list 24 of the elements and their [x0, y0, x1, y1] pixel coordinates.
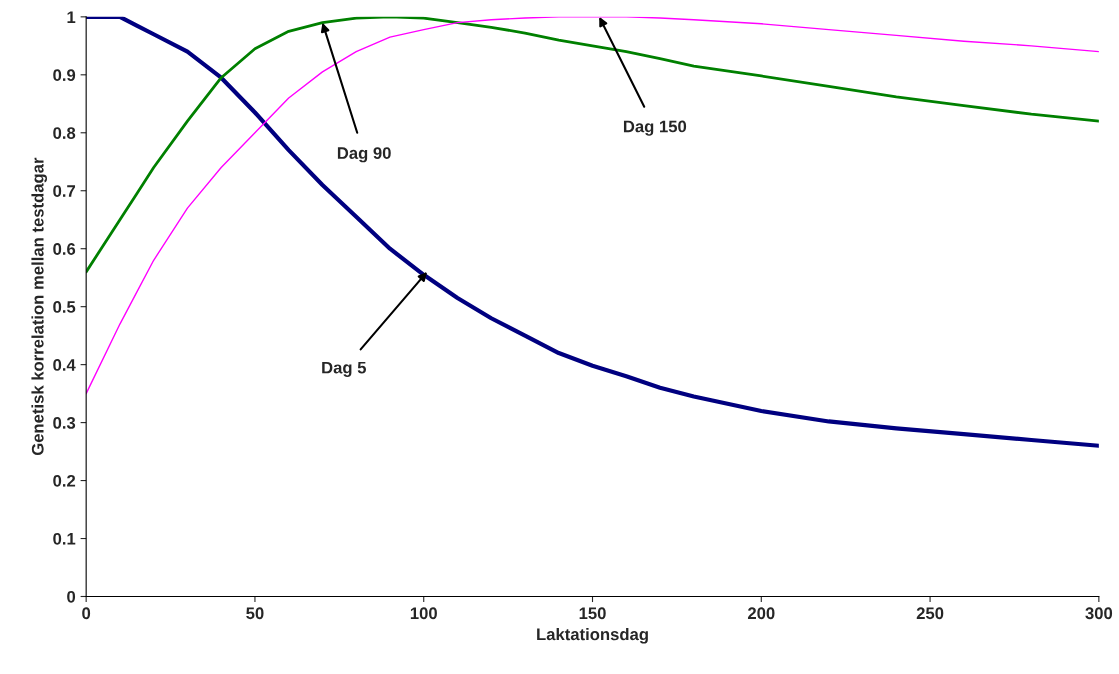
x-tick-label: 300 — [1085, 607, 1113, 620]
y-tick-label: 0.9 — [53, 69, 76, 82]
x-tick-label: 250 — [916, 607, 944, 620]
x-axis-title: Laktationsdag — [537, 628, 648, 644]
y-tick-label: 0.3 — [53, 417, 76, 429]
y-tick-label: 0.1 — [53, 532, 76, 545]
annotation: Dag 150 — [623, 120, 687, 136]
x-tick-label: 200 — [747, 607, 775, 620]
y-tick-label: 0.2 — [53, 474, 76, 487]
y-tick-label: 0.6 — [53, 243, 76, 255]
y-tick-label: 0.4 — [53, 359, 76, 371]
x-tick-label: 150 — [579, 607, 606, 620]
y-tick-label: 1 — [67, 11, 76, 23]
annotation: Dag 90 — [337, 147, 391, 163]
x-tick-label: 100 — [410, 607, 437, 620]
y-axis-title: Genetisk korrelation mellan testdagar — [31, 157, 48, 456]
y-tick-label: 0.8 — [53, 127, 76, 139]
line-series — [86, 16, 1099, 274]
y-tick-label: 0.7 — [53, 185, 76, 197]
x-tick-label: 50 — [246, 607, 264, 620]
y-tick-label: 0 — [67, 590, 76, 603]
x-tick-label: 0 — [82, 607, 91, 620]
annotation: Dag 5 — [322, 361, 366, 377]
y-tick-label: 0.5 — [53, 301, 76, 313]
